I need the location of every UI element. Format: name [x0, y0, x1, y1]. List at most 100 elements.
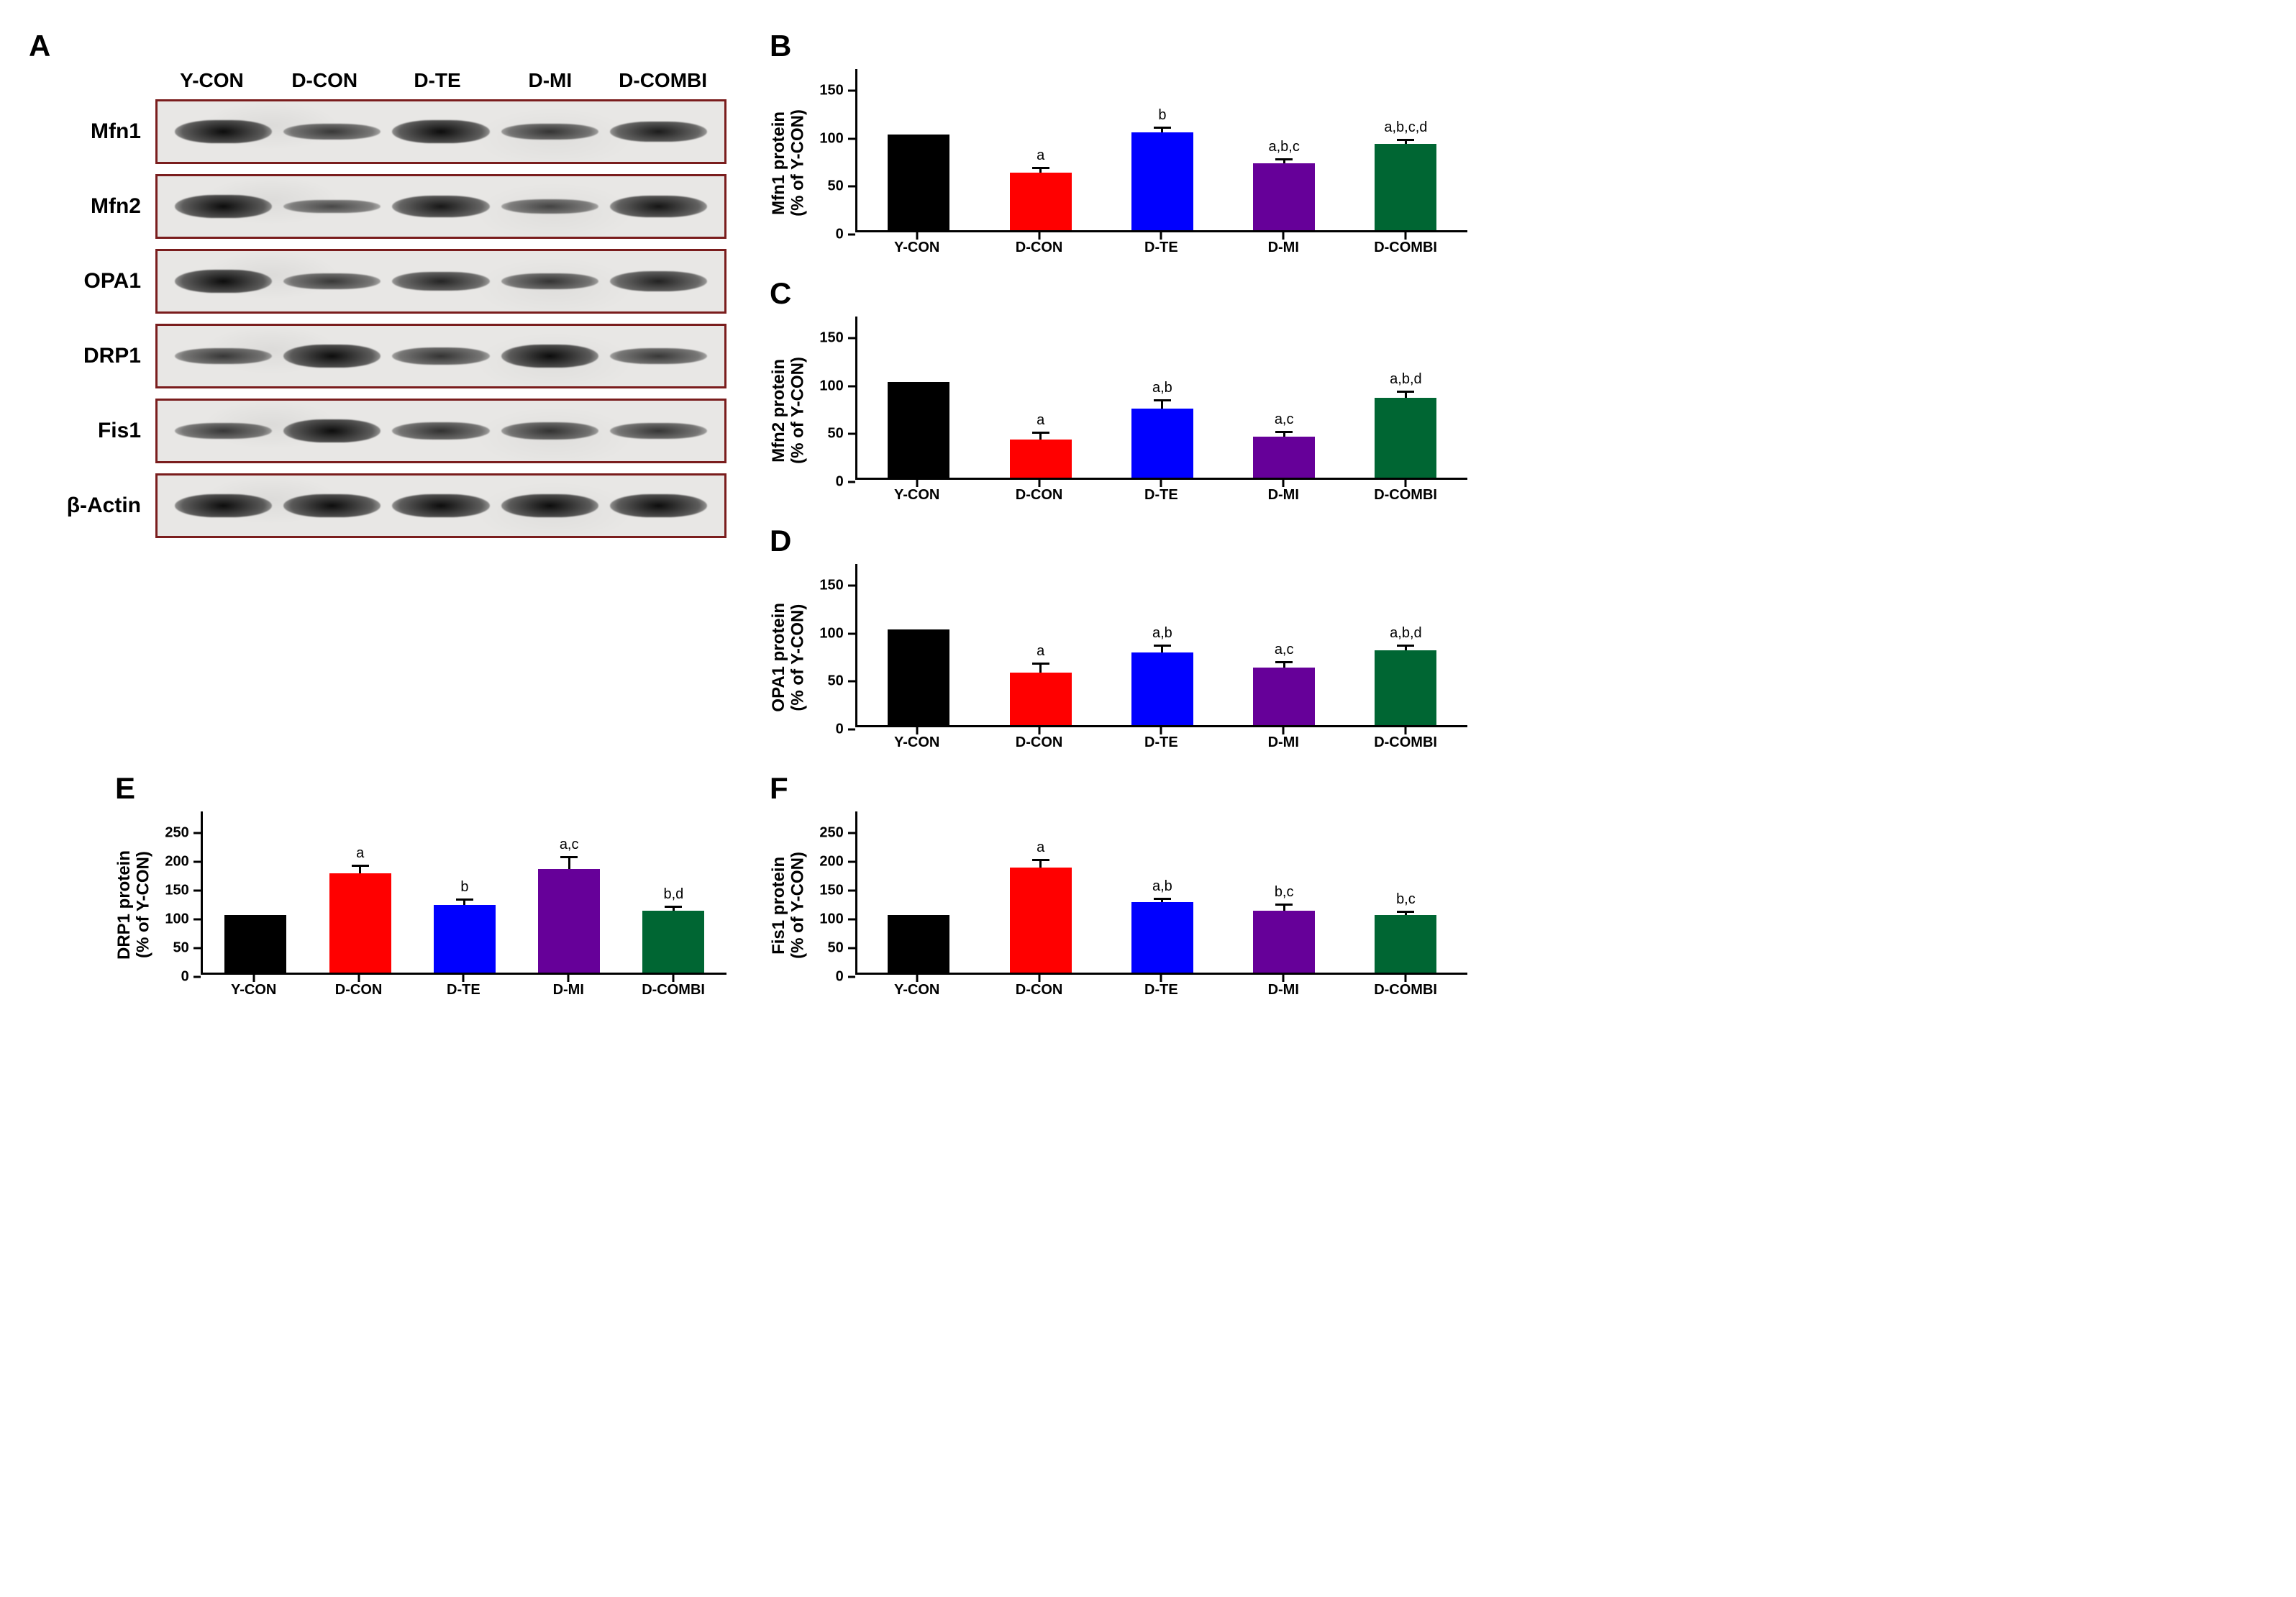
- y-axis-ticks: 050100150: [812, 586, 855, 729]
- blot-row-label: Mfn1: [50, 119, 155, 144]
- error-bar: [1161, 645, 1163, 652]
- bar-d-combi: a,b,d: [1352, 564, 1460, 725]
- significance-label: a,b: [1152, 380, 1172, 396]
- blot-band: [283, 419, 381, 442]
- bar-d-con: a: [986, 811, 1095, 973]
- blot-column-header: D-COMBI: [606, 69, 719, 92]
- y-tick: 150: [819, 330, 855, 347]
- bar-d-combi: b,d: [628, 811, 719, 973]
- blot-lane-box: [155, 473, 726, 538]
- significance-label: a,c: [560, 837, 579, 853]
- blot-band: [175, 494, 272, 517]
- blot-band: [610, 271, 707, 291]
- blot-band: [392, 494, 489, 517]
- error-bar: [1283, 158, 1285, 163]
- blot-column-header: D-CON: [268, 69, 381, 92]
- x-tick: D-MI: [522, 982, 614, 998]
- x-axis-ticks: Y-COND-COND-TED-MID-COMBI: [855, 232, 1467, 256]
- blot-row: OPA1: [50, 249, 726, 314]
- blot-band: [501, 199, 598, 213]
- y-tick: 150: [165, 883, 200, 899]
- y-axis-ticks: 050100150: [812, 91, 855, 235]
- plot-area: aa,bb,cb,c: [855, 811, 1467, 975]
- bar-y-con: [865, 69, 973, 230]
- bar: [1375, 398, 1436, 478]
- blot-lane-box: [155, 249, 726, 314]
- panel-a-label: A: [29, 29, 726, 63]
- significance-label: a,b,c: [1268, 139, 1299, 155]
- blot-band: [283, 345, 381, 368]
- y-axis-label: Mfn1 protein(% of Y-CON): [770, 109, 808, 217]
- y-axis-ticks: 050100150200250: [158, 833, 201, 977]
- bar: [1131, 902, 1193, 973]
- bar-y-con: [865, 811, 973, 973]
- y-axis-ticks: 050100150200250: [812, 833, 855, 977]
- y-tick: 100: [165, 911, 200, 928]
- significance-label: a,c: [1275, 642, 1294, 658]
- error-bar: [673, 906, 675, 910]
- bar-d-te: a,b: [1108, 317, 1216, 478]
- x-tick: D-CON: [313, 982, 405, 998]
- significance-label: a,b,d: [1390, 625, 1421, 642]
- error-bar: [463, 898, 465, 906]
- error-bar: [1405, 645, 1407, 650]
- x-tick: D-CON: [985, 240, 1094, 256]
- panel-f-chart: FFis1 protein(% of Y-CON)050100150200250…: [770, 771, 1467, 998]
- y-tick: 100: [819, 378, 855, 394]
- panel-c-label: C: [770, 276, 1467, 311]
- blot-band: [392, 347, 489, 364]
- y-tick: 200: [165, 854, 200, 870]
- error-bar: [1161, 127, 1163, 132]
- panel-b-label: B: [770, 29, 1467, 63]
- y-tick: 150: [819, 83, 855, 99]
- significance-label: a: [1037, 643, 1044, 660]
- error-bar: [1039, 663, 1042, 672]
- blot-band: [610, 348, 707, 364]
- bar: [1375, 144, 1436, 230]
- x-tick: D-MI: [1229, 982, 1338, 998]
- bar: [1010, 868, 1072, 973]
- bar: [434, 905, 496, 973]
- x-tick: D-MI: [1229, 240, 1338, 256]
- significance-label: a: [1037, 840, 1044, 856]
- bar: [1010, 173, 1072, 230]
- significance-label: a,b: [1152, 625, 1172, 642]
- blot-row-label: Fis1: [50, 419, 155, 443]
- bar: [329, 873, 391, 973]
- y-tick: 50: [828, 673, 855, 690]
- y-tick: 50: [173, 940, 201, 957]
- y-tick: 100: [819, 625, 855, 642]
- significance-label: a: [1037, 412, 1044, 429]
- bar-d-combi: b,c: [1352, 811, 1460, 973]
- blot-band: [175, 270, 272, 293]
- error-bar: [1283, 904, 1285, 911]
- y-tick: 250: [819, 825, 855, 842]
- panel-d-label: D: [770, 524, 1467, 558]
- y-tick: 0: [836, 722, 855, 738]
- x-tick: D-COMBI: [1351, 487, 1460, 504]
- bar-d-mi: a,c: [1230, 317, 1339, 478]
- blot-band: [610, 122, 707, 142]
- error-bar: [1039, 859, 1042, 868]
- y-axis-label: Mfn2 protein(% of Y-CON): [770, 357, 808, 464]
- blot-band: [501, 124, 598, 140]
- significance-label: b: [1158, 107, 1166, 124]
- blot-band: [610, 196, 707, 217]
- y-axis-label: DRP1 protein(% of Y-CON): [115, 850, 153, 960]
- blot-column-header: Y-CON: [155, 69, 268, 92]
- bar-d-te: b: [419, 811, 510, 973]
- y-tick: 100: [819, 911, 855, 928]
- y-tick: 150: [819, 883, 855, 899]
- significance-label: a: [356, 845, 364, 862]
- bar-d-combi: a,b,d: [1352, 317, 1460, 478]
- blot-row-label: β-Actin: [50, 493, 155, 518]
- bar-d-con: a: [986, 564, 1095, 725]
- y-tick: 0: [181, 969, 201, 986]
- y-tick: 0: [836, 969, 855, 986]
- blot-band: [610, 494, 707, 517]
- x-tick: Y-CON: [862, 487, 972, 504]
- bar: [224, 915, 286, 973]
- bar: [1375, 915, 1436, 973]
- plot-area: a a,b a,c a,b,d: [855, 564, 1467, 727]
- bar-d-mi: a,b,c: [1230, 69, 1339, 230]
